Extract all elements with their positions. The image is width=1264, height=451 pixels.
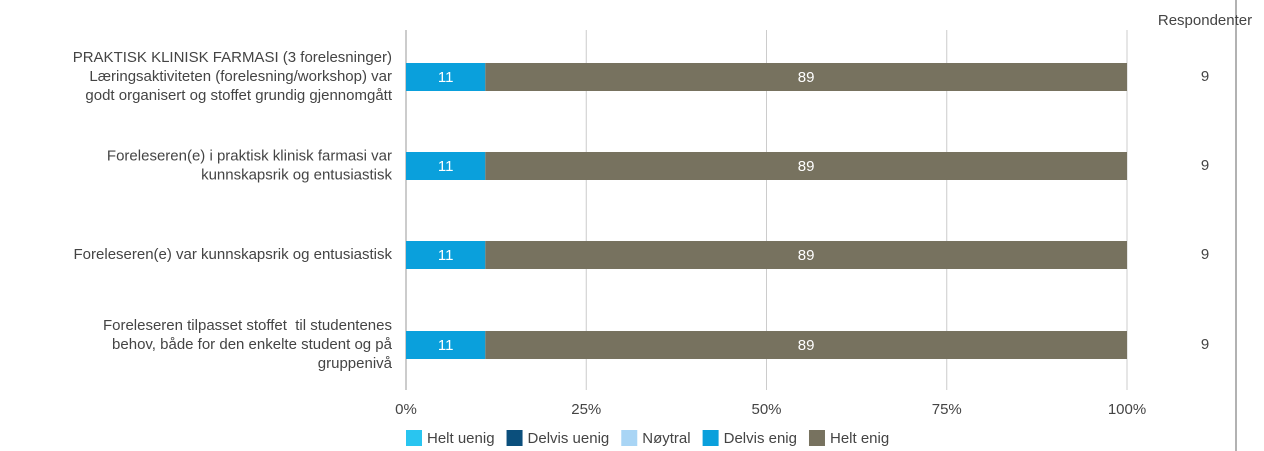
legend-swatch <box>506 430 523 446</box>
legend-label: Delvis uenig <box>528 430 610 447</box>
value-label: 89 <box>798 69 815 86</box>
value-label: 89 <box>798 247 815 264</box>
legend-label: Helt enig <box>830 430 889 447</box>
value-label: 11 <box>438 158 454 175</box>
value-label: 11 <box>438 69 454 86</box>
x-tick-label: 50% <box>751 401 781 418</box>
bar-segment <box>485 331 1127 359</box>
respondents-value: 9 <box>1201 157 1209 174</box>
x-tick-label: 100% <box>1108 401 1146 418</box>
category-label: PRAKTISK KLINISK FARMASI (3 forelesninge… <box>73 49 393 104</box>
legend-swatch <box>702 430 719 446</box>
respondents-value: 9 <box>1201 68 1209 85</box>
x-tick-label: 0% <box>395 401 417 418</box>
category-label: Foreleseren(e) var kunnskapsrik og entus… <box>74 246 393 263</box>
x-tick-label: 25% <box>571 401 601 418</box>
value-label: 89 <box>798 158 815 175</box>
bar-segment <box>406 152 486 180</box>
bar-segment <box>485 152 1127 180</box>
legend-label: Helt uenig <box>427 430 495 447</box>
legend-label: Nøytral <box>642 430 690 447</box>
respondents-header: Respondenter <box>1158 12 1252 29</box>
category-label: Foreleseren(e) i praktisk klinisk farmas… <box>107 147 393 183</box>
bar-segment <box>406 331 486 359</box>
value-label: 11 <box>438 247 454 264</box>
legend-swatch <box>621 430 638 446</box>
value-label: 11 <box>438 337 454 354</box>
value-label: 89 <box>798 337 815 354</box>
x-tick-label: 75% <box>932 401 962 418</box>
respondents-value: 9 <box>1201 336 1209 353</box>
bar-segment <box>406 241 486 269</box>
category-label: Foreleseren tilpasset stoffet til studen… <box>103 317 393 372</box>
legend-swatch <box>406 430 422 446</box>
bar-segment <box>485 241 1127 269</box>
bar-segment <box>406 63 486 91</box>
bar-segment <box>485 63 1127 91</box>
legend-swatch <box>808 430 825 446</box>
respondents-value: 9 <box>1201 246 1209 263</box>
legend-label: Delvis enig <box>724 430 797 447</box>
